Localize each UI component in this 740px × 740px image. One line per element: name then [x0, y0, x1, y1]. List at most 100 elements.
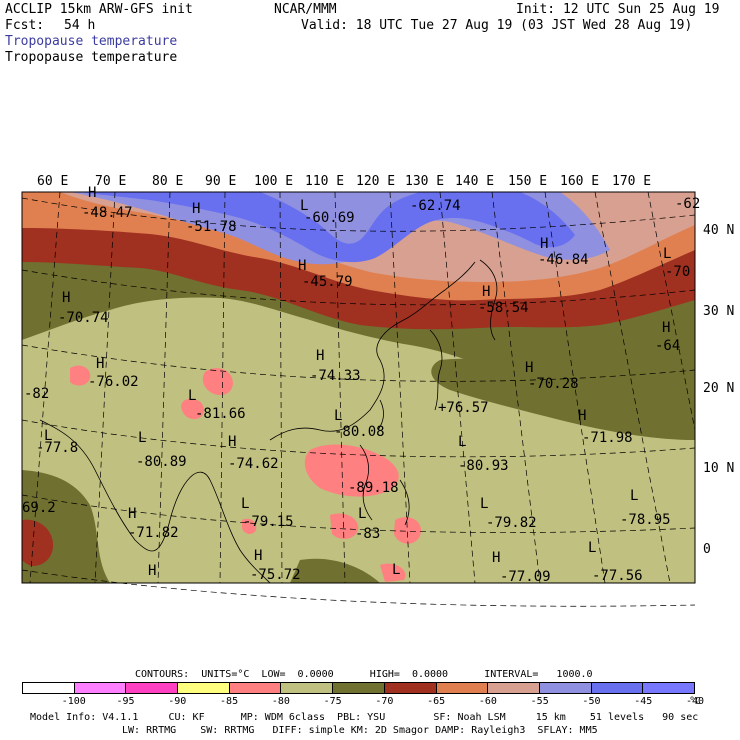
extremum-value: -70.28: [528, 376, 579, 392]
extremum-marker: L: [480, 496, 488, 512]
extremum-value: -60.69: [304, 210, 355, 226]
extremum-marker: L: [392, 562, 400, 578]
color-scale-label: -65: [427, 696, 446, 707]
extremum-value: -70.74: [58, 310, 109, 326]
extremum-marker: H: [540, 236, 548, 252]
extremum-marker: L: [588, 540, 596, 556]
extremum-value: -80.08: [334, 424, 385, 440]
extremum-marker: L: [458, 434, 466, 450]
extremum-value: -62: [675, 196, 700, 212]
extremum-value: -80.89: [136, 454, 187, 470]
color-scale-label: -40: [685, 696, 705, 707]
color-swatch: [74, 683, 127, 693]
color-scale-unit: °C: [688, 696, 702, 707]
color-swatch: [23, 683, 75, 693]
extremum-marker: L: [138, 430, 146, 446]
extremum-value: -71.82: [128, 525, 179, 541]
extremum-value: -70: [665, 264, 690, 280]
longitude-label: 170 E: [612, 174, 651, 189]
extremum-marker: H: [578, 408, 586, 424]
extremum-value: -46.84: [538, 252, 589, 268]
color-scale-label: -95: [116, 696, 135, 707]
field-patch-minus80: [394, 517, 421, 544]
longitude-label: 160 E: [560, 174, 599, 189]
field-name-primary: Tropopause temperature: [5, 34, 178, 49]
extremum-marker: H: [192, 201, 200, 217]
field-band-minus70: [290, 558, 380, 583]
color-scale-label: -60: [478, 696, 497, 707]
latitude-label: 10 N: [703, 461, 734, 476]
field-patch-minus80: [70, 365, 91, 386]
color-scale-label: -70: [375, 696, 394, 707]
extremum-marker: H: [316, 348, 324, 364]
extremum-marker: L: [241, 496, 249, 512]
extremum-value: -80.93: [458, 458, 509, 474]
field-patch-minus80: [380, 563, 406, 582]
extremum-value: -45.79: [302, 274, 353, 290]
field-patch-minus80: [202, 368, 233, 396]
extremum-marker: H: [298, 258, 306, 274]
color-scale-bar: [22, 682, 695, 694]
color-scale-label: -90: [168, 696, 187, 707]
extremum-marker: L: [300, 198, 308, 214]
extremum-value: -74.33: [310, 368, 361, 384]
extremum-marker: L: [358, 506, 366, 522]
color-swatch: [488, 683, 540, 693]
color-swatch: [591, 683, 644, 693]
longitude-label: 110 E: [305, 174, 344, 189]
extremum-value: -77.8: [36, 440, 78, 456]
extremum-value: -51.78: [186, 219, 237, 235]
extremum-value: -62.74: [410, 198, 461, 214]
longitude-label: 140 E: [455, 174, 494, 189]
init-time: Init: 12 UTC Sun 25 Aug 19: [516, 2, 720, 17]
extremum-value: 69.2: [22, 500, 56, 516]
graticule: [21, 191, 696, 607]
extremum-value: +76.57: [438, 400, 489, 416]
longitude-label: 150 E: [508, 174, 547, 189]
field-name-secondary: Tropopause temperature: [5, 50, 178, 65]
extremum-marker: H: [128, 506, 136, 522]
extremum-value: -89.18: [348, 480, 399, 496]
color-scale-label: -55: [530, 696, 549, 707]
color-swatch: [539, 683, 592, 693]
model-info-line-1: Model Info: V4.1.1 CU: KF MP: WDM 6class…: [30, 712, 699, 723]
field-patch-minus80: [330, 513, 359, 539]
color-swatch: [229, 683, 282, 693]
latitude-label: 0: [703, 542, 711, 557]
color-scale-label: -80: [271, 696, 290, 707]
model-info-line-2: LW: RRTMG SW: RRTMG DIFF: simple KM: 2D …: [122, 725, 598, 736]
extremum-value: -82: [24, 386, 49, 402]
longitude-label: 80 E: [152, 174, 183, 189]
extremum-marker: H: [482, 284, 490, 300]
extremum-value: -74.62: [228, 456, 279, 472]
color-scale-label: -45: [634, 696, 653, 707]
latitude-axis: 40 N 30 N 20 N 10 N 0: [703, 223, 734, 557]
longitude-label: 70 E: [95, 174, 126, 189]
extremum-value: -75.72: [250, 567, 301, 583]
extremum-value: -78.95: [620, 512, 671, 528]
extremum-value: -58.54: [478, 300, 529, 316]
longitude-label: 60 E: [37, 174, 68, 189]
color-swatch: [178, 683, 230, 693]
color-scale-label: -85: [220, 696, 239, 707]
extremum-value: -81.66: [195, 406, 246, 422]
field-band-minus45: [80, 192, 575, 263]
longitude-label: 130 E: [405, 174, 444, 189]
color-swatch: [333, 683, 385, 693]
field-band-minus65: [22, 519, 54, 566]
extremum-value: -64: [655, 338, 680, 354]
extremum-marker: H: [662, 320, 670, 336]
longitude-label: 100 E: [254, 174, 293, 189]
latitude-label: 40 N: [703, 223, 734, 238]
color-swatch: [436, 683, 489, 693]
extremum-value: -48.47: [82, 205, 133, 221]
model-title: ACCLIP 15km ARW-GFS init: [5, 2, 193, 17]
color-scale-label: -75: [323, 696, 342, 707]
extremum-marker: H: [96, 356, 104, 372]
extremum-marker: H: [228, 434, 236, 450]
longitude-axis: 60 E 70 E 80 E 90 E 100 E 110 E 120 E 130 E 140 …: [37, 174, 651, 189]
extremum-marker: H: [88, 185, 96, 201]
field-patch-minus80: [181, 398, 205, 420]
extremum-value: -76.02: [88, 374, 139, 390]
